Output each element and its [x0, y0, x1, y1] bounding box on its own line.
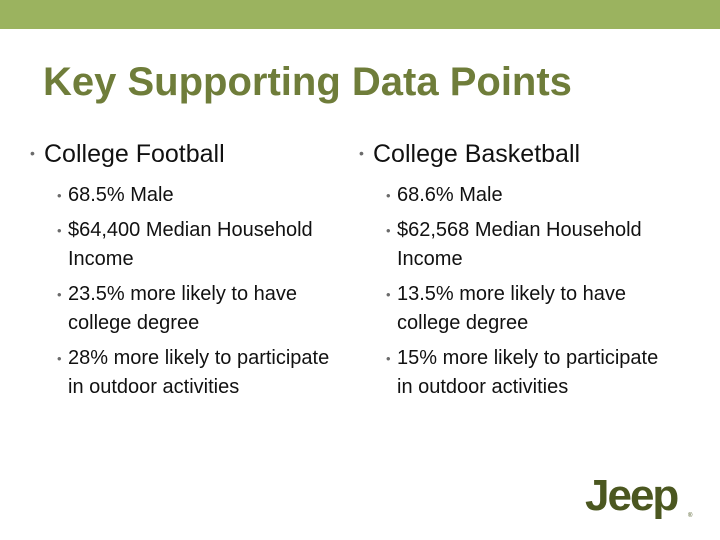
- list-item-text: 13.5% more likely to have college degree: [397, 283, 627, 334]
- list-item-text: $62,568 Median Household Income: [397, 219, 642, 270]
- list-item-text: 68.5% Male: [68, 184, 174, 206]
- football-column: • College Football • 68.5% Male • $64,40…: [30, 138, 330, 408]
- column-heading: • College Football: [30, 138, 330, 173]
- list-item-text: $64,400 Median Household Income: [68, 219, 313, 270]
- jeep-logo: Jeep: [585, 471, 679, 520]
- list-item: • 68.5% Male: [57, 181, 330, 210]
- list-item: • 23.5% more likely to have college degr…: [57, 280, 330, 338]
- bullet-icon: •: [57, 287, 62, 302]
- top-accent-bar: [0, 0, 720, 29]
- basketball-column: • College Basketball • 68.6% Male • $62,…: [359, 138, 679, 408]
- list-item: • 15% more likely to participate in outd…: [386, 344, 679, 402]
- registered-mark: ®: [688, 513, 693, 519]
- bullet-icon: •: [386, 287, 391, 302]
- bullet-icon: •: [57, 351, 62, 366]
- bullet-icon: •: [386, 188, 391, 203]
- bullet-icon: •: [57, 223, 62, 238]
- bullet-icon: •: [30, 145, 35, 161]
- bullet-icon: •: [57, 188, 62, 203]
- list-item-text: 68.6% Male: [397, 184, 503, 206]
- slide-title: Key Supporting Data Points: [43, 60, 572, 104]
- list-item: • $62,568 Median Household Income: [386, 216, 679, 274]
- bullet-icon: •: [386, 223, 391, 238]
- stat-list: • 68.6% Male • $62,568 Median Household …: [359, 181, 679, 402]
- column-heading-label: College Basketball: [373, 140, 581, 168]
- list-item: • 13.5% more likely to have college degr…: [386, 280, 679, 338]
- list-item: • 68.6% Male: [386, 181, 679, 210]
- column-heading: • College Basketball: [359, 138, 679, 173]
- list-item: • $64,400 Median Household Income: [57, 216, 330, 274]
- stat-list: • 68.5% Male • $64,400 Median Household …: [30, 181, 330, 402]
- list-item-text: 28% more likely to participate in outdoo…: [68, 347, 330, 398]
- bullet-icon: •: [386, 351, 391, 366]
- list-item-text: 15% more likely to participate in outdoo…: [397, 347, 659, 398]
- bullet-icon: •: [359, 145, 364, 161]
- list-item: • 28% more likely to participate in outd…: [57, 344, 330, 402]
- column-heading-label: College Football: [44, 140, 225, 168]
- list-item-text: 23.5% more likely to have college degree: [68, 283, 298, 334]
